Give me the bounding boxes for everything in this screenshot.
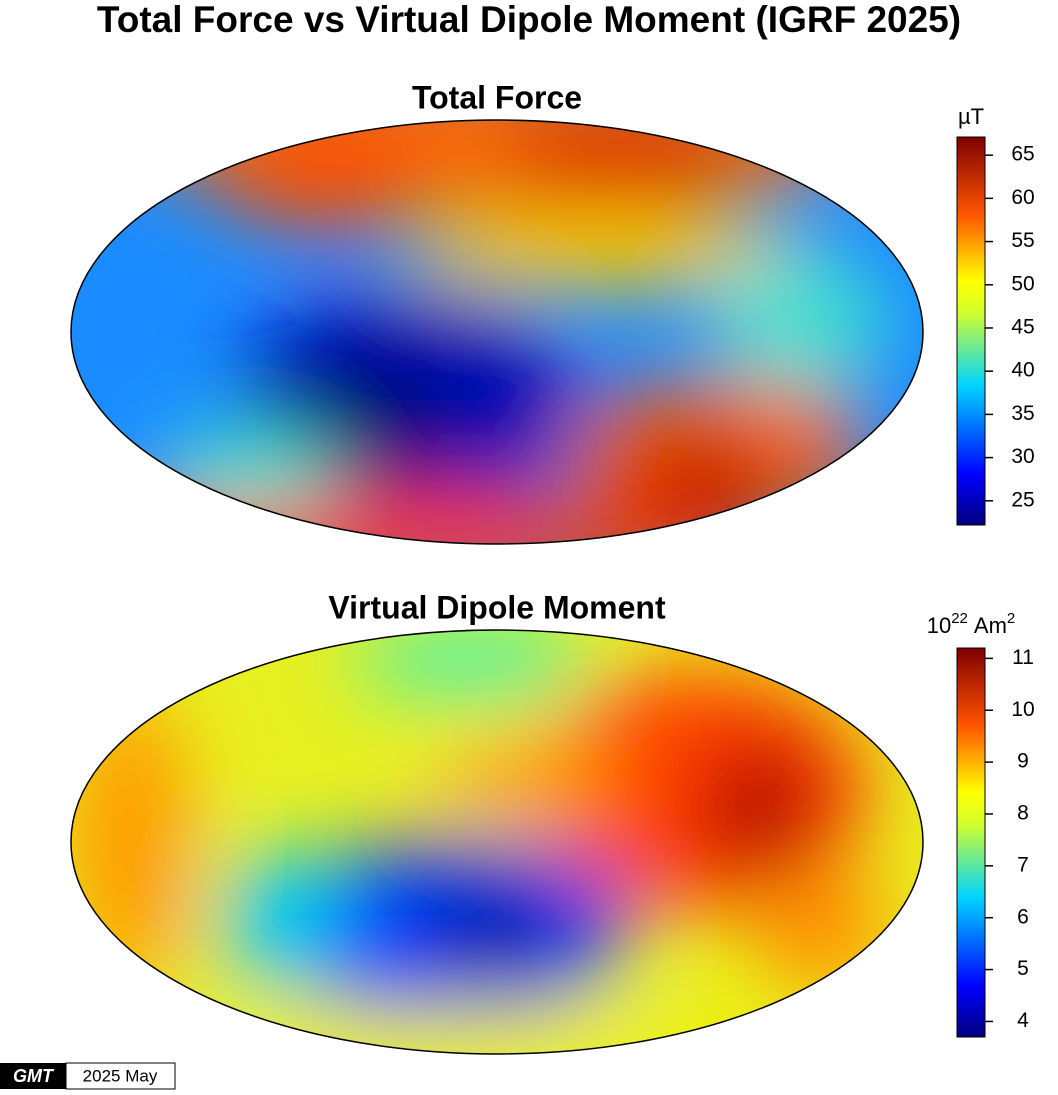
colorbar-unit: 1022 Am2 — [927, 610, 1016, 638]
colorbar — [956, 136, 986, 526]
colorbar-tick-label: 10 — [1011, 698, 1034, 721]
logo: GMT — [13, 1066, 55, 1086]
colorbar-tick-label: 6 — [1017, 905, 1029, 928]
colorbar-tick-label: 9 — [1017, 750, 1029, 773]
unit-exponent: 22 — [951, 610, 968, 627]
colorbar-tick-label: 5 — [1017, 957, 1029, 980]
colorbar-tick-label: 60 — [1011, 186, 1034, 209]
map-title: Virtual Dipole Moment — [328, 589, 666, 625]
map-frame — [70, 629, 924, 1055]
map-title: Total Force — [412, 79, 582, 115]
timestamp-box — [65, 1062, 176, 1090]
colorbar-unit: µT — [958, 104, 984, 129]
map-field — [71, 630, 923, 1054]
figure-title: Total Force vs Virtual Dipole Moment (IG… — [97, 0, 961, 40]
logo-box — [0, 1063, 66, 1089]
colorbar-tick-label: 25 — [1011, 488, 1034, 511]
colorbar — [956, 647, 986, 1038]
colorbar-tick-label: 8 — [1017, 802, 1029, 825]
colorbar-tick-label: 35 — [1011, 402, 1034, 425]
unit-base: 10 — [927, 613, 951, 638]
map-field — [71, 120, 923, 544]
colorbar-tick-label: 45 — [1011, 316, 1034, 339]
unit-exponent: 2 — [1007, 610, 1015, 627]
unit-text: Am — [974, 613, 1007, 638]
map-frame — [70, 119, 924, 545]
colorbar-tick-label: 7 — [1017, 853, 1029, 876]
colorbar-tick-label: 11 — [1012, 646, 1034, 669]
colorbar-tick-label: 30 — [1011, 445, 1034, 468]
colorbar-tick-label: 40 — [1011, 359, 1034, 382]
colorbar-tick-label: 50 — [1011, 272, 1034, 295]
colorbar-tick-label: 55 — [1011, 229, 1034, 252]
timestamp: 2025 May — [83, 1066, 158, 1085]
colorbar-tick-label: 65 — [1011, 143, 1034, 166]
colorbar-tick-label: 4 — [1017, 1009, 1029, 1032]
